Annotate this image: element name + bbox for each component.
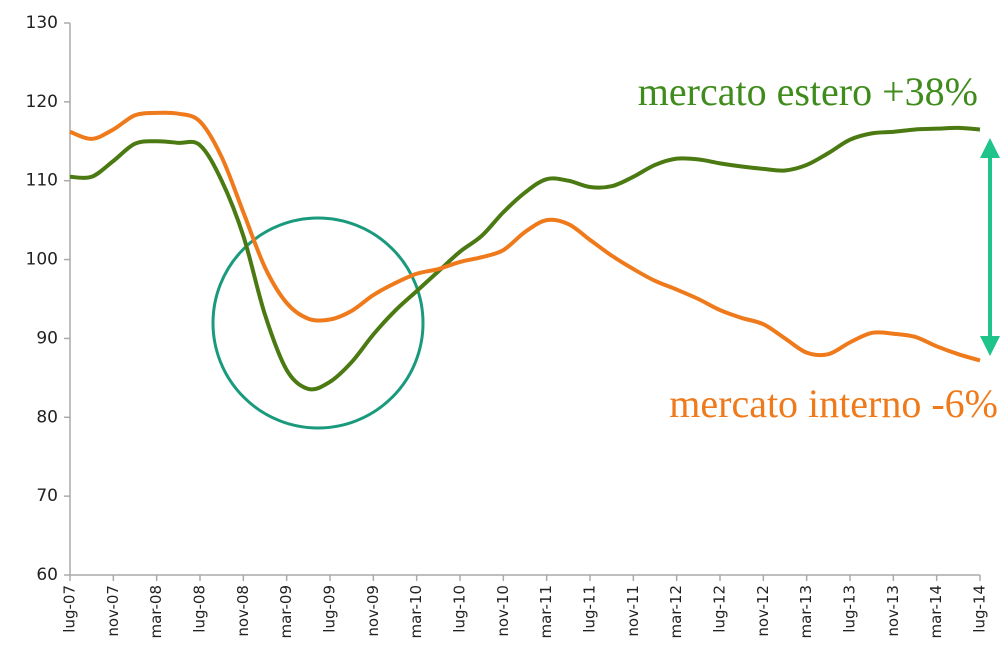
x-tick-label: mar-11 [537, 585, 555, 639]
x-tick-label: mar-10 [407, 585, 425, 639]
y-tick-label: 100 [26, 250, 58, 270]
x-tick-label: mar-12 [667, 585, 685, 639]
x-tick-label: nov-12 [754, 585, 772, 637]
x-tick-label: mar-09 [277, 585, 295, 639]
y-tick-label: 110 [26, 171, 58, 191]
y-tick-label: 120 [26, 92, 58, 112]
annotation: mercato estero +38% [638, 69, 978, 114]
x-tick-label: lug-09 [321, 585, 339, 633]
x-tick-label: nov-13 [884, 585, 902, 637]
highlight-circle [211, 216, 425, 430]
y-tick-label: 130 [26, 13, 58, 33]
x-tick-label: nov-10 [494, 585, 512, 637]
y-tick-label: 60 [36, 565, 58, 585]
x-tick-label: mar-08 [147, 585, 165, 639]
x-tick-label: mar-14 [927, 585, 945, 639]
x-tick-label: nov-09 [364, 585, 382, 637]
x-tick-label: lug-14 [971, 585, 989, 633]
x-tick-label: nov-07 [104, 585, 122, 637]
y-tick-label: 80 [36, 407, 58, 427]
x-tick-label: lug-13 [841, 585, 859, 633]
y-tick-label: 90 [36, 328, 58, 348]
x-tick-label: nov-11 [624, 585, 642, 637]
series-line [69, 110, 981, 363]
x-tick-label: lug-12 [711, 585, 729, 633]
x-tick-label: nov-08 [234, 585, 252, 637]
x-tick-label: mar-13 [797, 585, 815, 639]
annotation: mercato interno -6% [669, 381, 998, 426]
x-tick-label: lug-07 [61, 585, 79, 633]
series-line [69, 125, 981, 392]
x-tick-label: lug-10 [451, 585, 469, 633]
x-tick-label: lug-11 [581, 585, 599, 633]
x-tick-label: lug-08 [191, 585, 209, 633]
y-tick-label: 70 [36, 486, 58, 506]
